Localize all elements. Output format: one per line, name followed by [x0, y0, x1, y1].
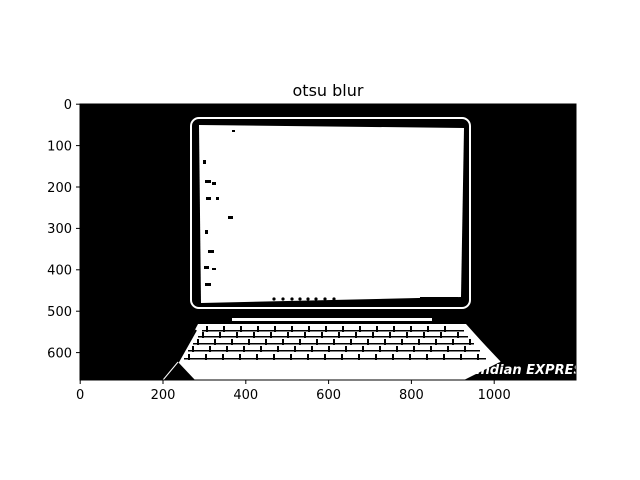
laptop-hinge — [232, 318, 432, 321]
watermark-text: The Indian EXPRESS — [444, 363, 591, 378]
laptop-lid-outline — [190, 117, 471, 309]
x-tick-label: 600 — [316, 388, 341, 403]
y-tick-label: 400 — [47, 264, 72, 279]
plot-title: otsu blur — [293, 81, 364, 100]
x-tick-label: 800 — [399, 388, 424, 403]
y-tick-label: 100 — [47, 139, 72, 154]
x-tick-label: 0 — [76, 388, 84, 403]
y-tick-label: 600 — [47, 346, 72, 361]
watermark-stripes-icon — [437, 364, 449, 375]
keyboard-deck — [178, 324, 500, 380]
laptop-screen — [199, 125, 464, 303]
screen-speckles — [203, 130, 235, 286]
x-tick-label: 1000 — [478, 388, 511, 403]
y-axis: 0 100 200 300 400 500 600 — [47, 98, 80, 361]
axes-frame — [79, 103, 577, 381]
y-tick-label: 300 — [47, 222, 72, 237]
taskbar-dots — [272, 297, 458, 301]
y-tick-label: 0 — [64, 98, 72, 113]
keyboard-keys — [184, 326, 486, 360]
image-panel: The Indian EXPRESS — [80, 104, 592, 381]
x-tick-label: 200 — [151, 388, 176, 403]
y-tick-label: 500 — [47, 305, 72, 320]
y-tick-label: 200 — [47, 181, 72, 196]
x-tick-label: 400 — [233, 388, 258, 403]
x-axis: 0 200 400 600 800 1000 — [76, 380, 511, 403]
